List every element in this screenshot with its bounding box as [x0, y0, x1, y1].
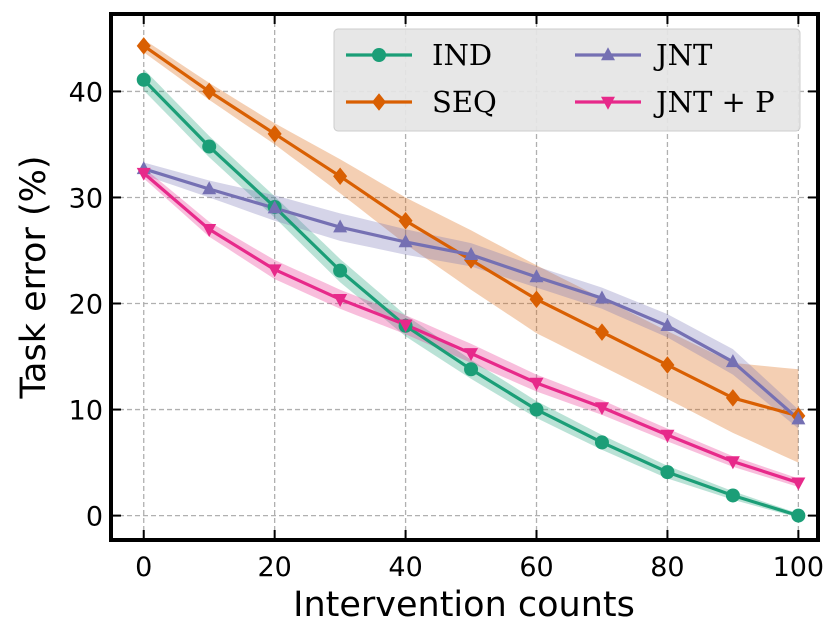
point-ind	[464, 362, 479, 377]
legend-box	[333, 28, 801, 132]
point-ind	[594, 435, 609, 450]
point-ind	[791, 508, 806, 523]
y-tick-label: 40	[69, 77, 103, 108]
point-jnt	[594, 290, 609, 304]
point-seq	[333, 167, 348, 186]
point-jnt-p	[529, 377, 544, 391]
point-jnt-p	[202, 224, 217, 237]
legend-marker-jnt	[601, 47, 615, 61]
point-jnt	[529, 269, 544, 283]
legend-marker-seq	[372, 93, 386, 111]
y-tick-label: 20	[69, 290, 103, 321]
point-ind	[725, 488, 740, 503]
point-seq	[202, 82, 217, 101]
x-tick-label: 80	[650, 552, 684, 583]
legend-label-seq: SEQ	[432, 85, 497, 119]
y-tick-label: 30	[69, 183, 103, 214]
point-jnt-p	[660, 429, 675, 443]
point-jnt	[660, 318, 675, 332]
point-jnt	[791, 411, 806, 425]
point-jnt	[202, 181, 217, 195]
x-tick-label: 100	[773, 552, 825, 583]
point-ind	[202, 139, 217, 154]
legend-marker-ind	[372, 48, 386, 62]
point-jnt-p	[267, 264, 282, 278]
point-jnt-p	[136, 167, 151, 181]
point-jnt-p	[464, 348, 479, 362]
point-jnt	[398, 234, 413, 248]
legend-marker-jnt-p	[601, 96, 615, 110]
axis-ticks	[111, 14, 818, 540]
legend-label-jnt-p: JNT + P	[653, 85, 775, 119]
point-seq	[660, 356, 675, 374]
x-tick-label: 60	[519, 552, 553, 583]
point-jnt-p	[333, 294, 348, 307]
point-ind	[333, 263, 348, 278]
tick-labels: 0 20 40 60 80 100 0 10 20 30 40	[69, 77, 824, 583]
y-tick-label: 10	[69, 396, 103, 427]
point-ind	[136, 72, 151, 87]
point-jnt	[267, 200, 282, 214]
point-seq	[136, 37, 151, 55]
point-jnt	[464, 247, 479, 260]
plot-frame	[109, 12, 820, 542]
y-tick-label: 0	[86, 502, 103, 533]
series-markers	[136, 37, 806, 523]
legend-label-jnt: JNT	[653, 38, 713, 72]
point-seq	[594, 323, 609, 341]
point-ind	[529, 402, 544, 417]
point-seq	[398, 212, 413, 230]
point-jnt-p	[791, 477, 806, 491]
y-axis-label: Task error (%)	[14, 155, 54, 399]
point-jnt-p	[594, 402, 609, 416]
band-jnt	[143, 162, 799, 429]
x-tick-label: 0	[135, 552, 152, 583]
point-seq	[725, 389, 740, 407]
point-jnt-p	[725, 456, 740, 470]
point-ind	[660, 465, 675, 480]
x-axis-label: Intervention counts	[293, 585, 635, 625]
point-jnt-p	[398, 319, 413, 333]
point-jnt	[725, 354, 740, 368]
x-tick-label: 40	[388, 552, 422, 583]
point-seq	[529, 290, 544, 309]
legend: IND JNT SEQ JNT + P	[333, 28, 801, 132]
point-seq	[267, 125, 282, 143]
legend-label-ind: IND	[432, 38, 492, 72]
point-jnt	[333, 219, 348, 233]
x-tick-label: 20	[257, 552, 291, 583]
